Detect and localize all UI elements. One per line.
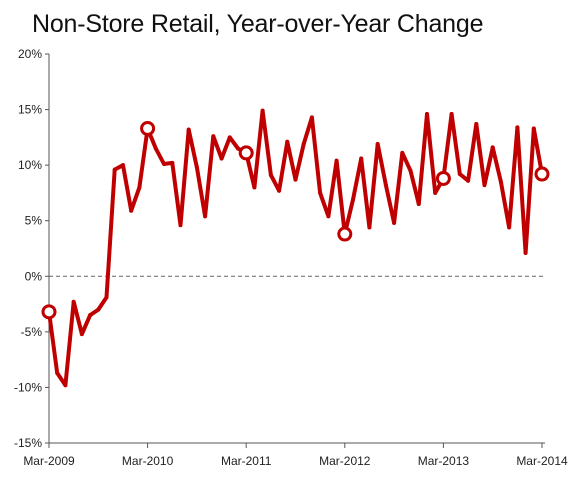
data-point [162,162,167,167]
data-point-marker [337,226,353,242]
data-point [55,370,60,375]
data-point [235,146,240,151]
data-point [531,126,536,131]
data-point-marker [140,120,156,136]
data-point [326,214,331,219]
y-tick-label: 0% [25,269,43,283]
data-point [466,178,471,183]
data-point [120,163,125,168]
y-tick-label: 5% [25,214,43,228]
data-point [334,158,339,163]
data-point [482,183,487,188]
data-point [359,156,364,161]
data-point [367,225,372,230]
data-point [63,383,68,388]
data-point [449,112,454,117]
data-point [79,332,84,337]
data-point [71,299,76,304]
data-point [392,220,397,225]
data-point [416,202,421,207]
x-tick-label: Mar-2011 [221,454,272,468]
y-tick-label: -5% [21,325,43,339]
data-point [203,214,208,219]
data-point [227,135,232,140]
data-point [137,185,142,190]
x-tick-label: Mar-2010 [122,454,174,468]
data-point [96,307,101,312]
data-point [129,208,134,213]
series-line [47,108,544,388]
data-point-marker [435,170,451,186]
data-point [186,127,191,132]
x-tick-label: Mar-2009 [23,454,75,468]
data-point [285,139,290,144]
data-point [170,160,175,165]
data-point [408,168,413,173]
data-point [194,165,199,170]
data-point [490,145,495,150]
data-point [351,197,356,202]
data-point [252,185,257,190]
x-tick-label: Mar-2012 [319,454,371,468]
data-point [211,134,216,139]
data-point [260,108,265,113]
y-tick-label: -10% [14,380,42,394]
data-point [104,295,109,300]
chart-title: Non-Store Retail, Year-over-Year Change [32,10,484,38]
data-point [375,142,380,147]
data-point [498,179,503,184]
data-point [318,190,323,195]
y-tick-label: 15% [18,103,42,117]
data-point [383,183,388,188]
data-point [178,223,183,228]
data-point [400,150,405,155]
data-point [293,177,298,182]
y-tick-label: 20% [18,47,42,61]
data-point [219,156,224,161]
data-point [424,112,429,117]
data-point [277,188,282,193]
data-point [433,190,438,195]
y-tick-label: 10% [18,158,42,172]
data-point-marker [534,166,550,182]
data-point [268,173,273,178]
x-tick-label: Mar-2014 [516,454,568,468]
data-point-marker [41,304,57,320]
data-point [309,115,314,120]
data-point [507,225,512,230]
y-tick-label: -15% [14,436,42,450]
data-point-marker [238,145,254,161]
data-point [301,142,306,147]
data-point [515,125,520,130]
x-tick-label: Mar-2013 [418,454,470,468]
data-point [153,146,158,151]
data-point [523,250,528,255]
data-point [88,313,93,318]
data-point [112,167,117,172]
data-point [457,172,462,177]
data-point [474,122,479,127]
